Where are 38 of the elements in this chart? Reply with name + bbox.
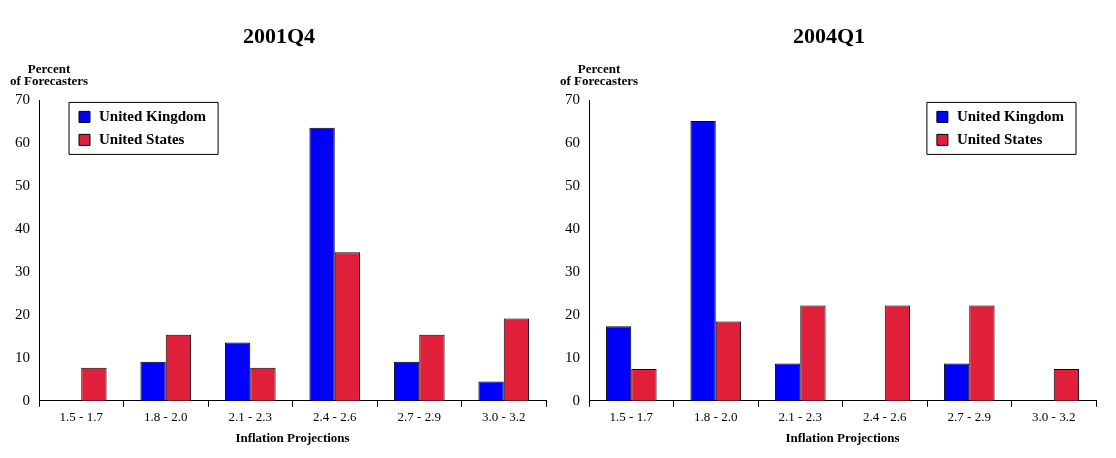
- y-axis-title: Percent of Forecasters: [9, 61, 89, 89]
- y-tick-label: 20: [15, 305, 30, 322]
- y-tick-label: 60: [15, 134, 30, 151]
- x-axis-title: Inflation Projections: [235, 429, 350, 445]
- legend-label: United Kingdom: [956, 108, 1065, 125]
- x-tick-label: 3.0 - 3.2: [1032, 409, 1076, 425]
- y-tick-label: 0: [572, 391, 580, 408]
- y-axis-title: Percent of Forecasters: [559, 61, 639, 89]
- y-tick-label: 60: [565, 134, 580, 151]
- y-tick-label: 10: [15, 348, 30, 365]
- y-tick-label: 30: [15, 262, 30, 279]
- y-tick-label: 10: [565, 348, 580, 365]
- x-tick-label: 1.8 - 2.0: [144, 409, 188, 425]
- x-tick-label: 2.1 - 2.3: [778, 409, 822, 425]
- y-tick-label: 70: [15, 91, 30, 108]
- x-tick-label: 1.5 - 1.7: [59, 409, 104, 425]
- x-tick-label: 3.0 - 3.2: [482, 409, 526, 425]
- x-axis-title: Inflation Projections: [785, 429, 900, 445]
- y-tick-label: 40: [15, 220, 30, 237]
- x-tick-label: 2.4 - 2.6: [863, 409, 907, 425]
- y-tick-label: 50: [565, 177, 580, 194]
- legend-label: United States: [956, 131, 1043, 148]
- y-tick-label: 40: [565, 220, 580, 237]
- x-tick-label: 2.7 - 2.9: [397, 409, 441, 425]
- chart-title: 2004Q1: [792, 22, 866, 48]
- y-tick-label: 20: [565, 305, 580, 322]
- x-tick-label: 2.7 - 2.9: [947, 409, 991, 425]
- x-tick-label: 2.1 - 2.3: [228, 409, 272, 425]
- x-tick-label: 1.5 - 1.7: [609, 409, 654, 425]
- legend-label: United States: [99, 131, 185, 148]
- y-tick-label: 0: [22, 391, 30, 408]
- y-tick-label: 30: [565, 262, 580, 279]
- y-tick-label: 50: [15, 177, 30, 194]
- y-tick-label: 70: [565, 91, 580, 108]
- x-tick-label: 2.4 - 2.6: [313, 409, 357, 425]
- x-tick-label: 1.8 - 2.0: [694, 409, 738, 425]
- chart-title: 2001Q4: [242, 22, 316, 48]
- legend-label: United Kingdom: [99, 108, 207, 125]
